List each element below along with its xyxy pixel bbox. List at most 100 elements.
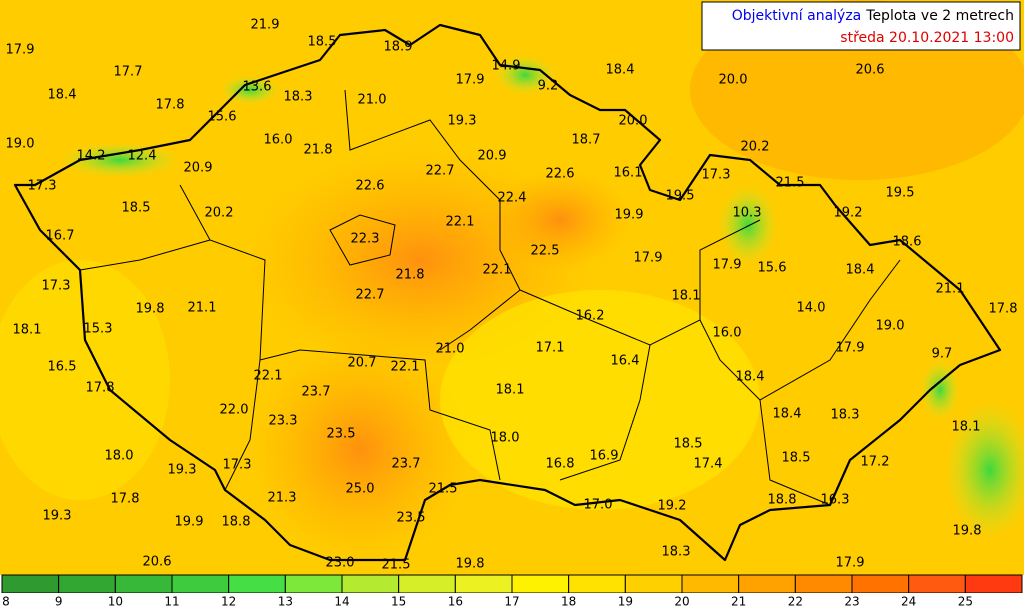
- colorbar-tick-label: 13: [278, 595, 293, 609]
- value-label: 21.5: [429, 482, 458, 497]
- colorbar-cell: [511, 574, 570, 594]
- colorbar-cell: [794, 574, 853, 594]
- value-label: 18.3: [284, 90, 313, 105]
- value-label: 19.0: [876, 319, 905, 334]
- colorbar-cell: [284, 574, 343, 594]
- value-label: 16.0: [264, 133, 293, 148]
- value-label: 18.1: [952, 420, 981, 435]
- value-label: 19.9: [615, 208, 644, 223]
- value-label: 18.4: [606, 63, 635, 78]
- colorbar-cell: [398, 574, 456, 594]
- value-label: 19.5: [666, 189, 695, 204]
- title-blue: Objektivní analýza: [732, 8, 862, 24]
- value-label: 17.9: [6, 43, 35, 58]
- value-label: 17.8: [86, 381, 115, 396]
- value-label: 18.0: [105, 449, 134, 464]
- colorbar-tick-label: 15: [391, 595, 406, 609]
- value-label: 16.5: [48, 360, 77, 375]
- value-label: 17.3: [28, 179, 57, 194]
- colorbar-tick-label: 14: [334, 595, 349, 609]
- colorbar-cell: [908, 574, 966, 594]
- value-label: 20.6: [856, 63, 885, 78]
- value-label: 16.9: [590, 449, 619, 464]
- value-label: 20.0: [719, 73, 748, 88]
- value-label: 17.8: [111, 492, 140, 507]
- value-label: 20.2: [205, 206, 234, 221]
- value-label: 17.9: [634, 251, 663, 266]
- value-label: 18.1: [672, 289, 701, 304]
- value-label: 23.7: [302, 385, 331, 400]
- value-label: 17.7: [114, 65, 143, 80]
- value-label: 22.0: [220, 403, 249, 418]
- value-label: 18.4: [846, 263, 875, 278]
- colorbar: 8 9 10 11 12 13 14 15 16 17 18 19 20 21 22 23 24 25: [0, 574, 1024, 611]
- value-label: 19.8: [456, 557, 485, 572]
- colorbar-tick-label: 25: [958, 595, 973, 609]
- title-box: [701, 1, 1021, 51]
- value-label: 15.3: [84, 322, 113, 337]
- value-label: 15.6: [208, 110, 237, 125]
- value-label: 18.8: [222, 515, 251, 530]
- value-label: 20.9: [478, 149, 507, 164]
- value-label: 20.0: [619, 114, 648, 129]
- value-label: 17.3: [223, 458, 252, 473]
- colorbar-tick-label: 21: [731, 595, 746, 609]
- value-label: 18.9: [384, 40, 413, 55]
- colorbar-cell: [738, 574, 796, 594]
- value-label: 21.1: [188, 301, 217, 316]
- value-label: 17.9: [836, 341, 865, 356]
- value-label: 21.3: [268, 491, 297, 506]
- colorbar-cell: [681, 574, 740, 594]
- colorbar-cell: [624, 574, 683, 594]
- value-label: 17.3: [42, 279, 71, 294]
- value-label: 16.7: [46, 229, 75, 244]
- value-label: 17.9: [836, 556, 865, 571]
- value-label: 16.4: [611, 354, 640, 369]
- colorbar-cell: [58, 574, 116, 594]
- colorbar-label-strip: [0, 593, 1024, 611]
- value-label: 21.1: [936, 282, 965, 297]
- colorbar-tick-label: 22: [788, 595, 803, 609]
- value-label: 21.0: [436, 342, 465, 357]
- value-label: 18.3: [831, 408, 860, 423]
- value-label: 20.9: [184, 161, 213, 176]
- value-label: 18.3: [662, 545, 691, 560]
- value-label: 17.1: [536, 341, 565, 356]
- value-label: 22.1: [391, 360, 420, 375]
- colorbar-cell: [228, 574, 286, 594]
- value-label: 13.6: [243, 80, 272, 95]
- value-label: 18.5: [308, 35, 337, 50]
- value-label: 19.8: [136, 302, 165, 317]
- colorbar-cell: [114, 574, 173, 594]
- value-label: 17.2: [861, 455, 890, 470]
- value-label: 18.0: [491, 431, 520, 446]
- value-label: 20.7: [348, 356, 377, 371]
- colorbar-cell: [454, 574, 513, 594]
- colorbar-tick-label: 19: [618, 595, 633, 609]
- value-label: 19.2: [658, 499, 687, 514]
- value-label: 22.1: [483, 263, 512, 278]
- region-borders: [79, 89, 901, 506]
- value-label: 16.0: [713, 326, 742, 341]
- temperature-field: [0, 0, 1024, 560]
- value-label: 19.3: [43, 509, 72, 524]
- country-border: [13, 23, 1002, 562]
- value-label: 17.9: [456, 73, 485, 88]
- colorbar-tick-label: 23: [844, 595, 859, 609]
- value-label: 10.3: [733, 206, 762, 221]
- value-label: 25.0: [346, 482, 375, 497]
- colorbar-tick-label: 20: [674, 595, 689, 609]
- value-label: 17.3: [702, 168, 731, 183]
- value-label: 19.3: [448, 114, 477, 129]
- colorbar-tick-label: 11: [164, 595, 179, 609]
- value-label: 23.5: [397, 511, 426, 526]
- value-label: 17.8: [156, 98, 185, 113]
- colorbar-cell: [851, 574, 910, 594]
- value-label: 19.2: [834, 206, 863, 221]
- value-label: 18.5: [782, 451, 811, 466]
- value-label: 18.6: [893, 235, 922, 250]
- colorbar-cell: [171, 574, 230, 594]
- value-label: 17.0: [584, 498, 613, 513]
- value-label: 18.8: [768, 493, 797, 508]
